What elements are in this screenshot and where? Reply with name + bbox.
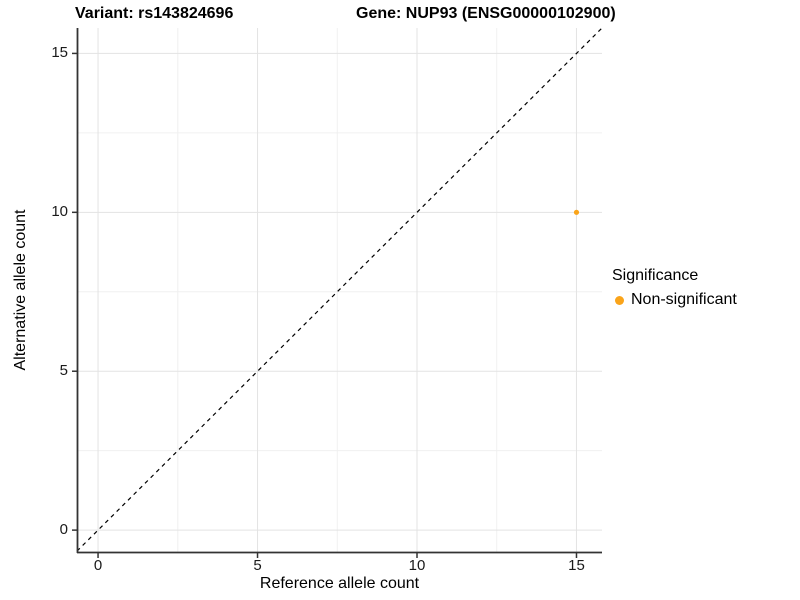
plot-title-gene: Gene: NUP93 (ENSG00000102900) <box>356 5 616 22</box>
x-tick-label: 15 <box>568 557 585 574</box>
legend-entry-label: Non-significant <box>631 291 737 308</box>
x-tick-label: 10 <box>408 557 426 574</box>
identity-line <box>76 27 603 552</box>
y-axis-title: Alternative allele count <box>12 209 29 371</box>
plot-area-svg <box>72 27 603 558</box>
plot-panel <box>72 27 603 558</box>
y-tick-label: 0 <box>59 521 68 539</box>
y-tick-label: 10 <box>51 203 68 221</box>
y-tick-label: 5 <box>59 362 68 380</box>
plot-title-variant: Variant: rs143824696 <box>75 5 234 22</box>
data-point <box>573 209 580 215</box>
legend-entry-non-significant: Non-significant <box>612 290 737 310</box>
legend: Significance Non-significant <box>612 266 737 310</box>
x-tick-label: 5 <box>253 557 262 574</box>
x-axis-title: Reference allele count <box>259 575 420 592</box>
x-tick-label: 0 <box>93 557 103 574</box>
legend-point-icon <box>615 295 624 305</box>
y-tick-label: 15 <box>51 44 68 62</box>
legend-title: Significance <box>612 267 699 284</box>
